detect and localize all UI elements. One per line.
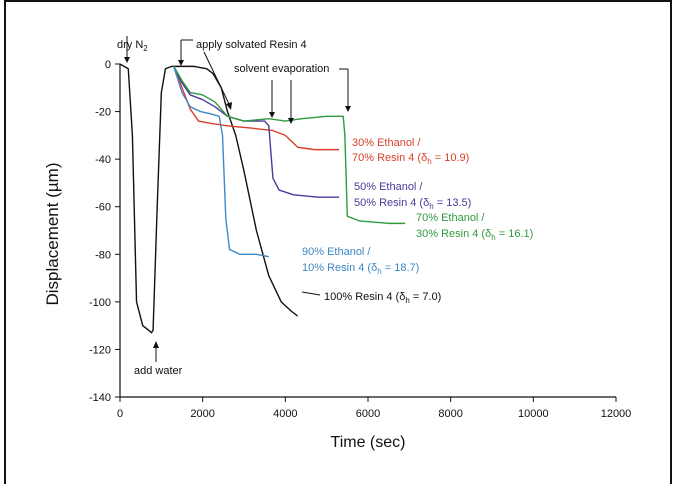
x-tick-label: 10000 xyxy=(518,408,549,420)
svg-text:70% Resin 4 (δh = 10.9): 70% Resin 4 (δh = 10.9) xyxy=(352,152,469,166)
evap-arrowhead2-icon xyxy=(269,112,275,118)
dry-n2-arrowhead-icon xyxy=(124,57,130,63)
annotation-add-water: add water xyxy=(134,341,183,377)
series-label-70-line1: 70% Ethanol / xyxy=(416,212,485,224)
series-label-100-sub: h xyxy=(405,296,409,305)
add-water-arrowhead-icon xyxy=(153,341,159,348)
figure-frame: 0 2000 4000 6000 8000 10000 12000 0 -20 -40 -60 -80… xyxy=(4,0,672,484)
series-label-50-line2: 50% Resin 4 (δ xyxy=(354,197,429,209)
svg-text:50% Resin 4 (δh = 13.5): 50% Resin 4 (δh = 13.5) xyxy=(354,197,471,211)
annotation-dry-n2: dry N2 xyxy=(117,36,148,63)
y-tick-label: -100 xyxy=(89,297,111,309)
y-tick-label: -120 xyxy=(89,344,111,356)
annotation-apply-text: apply solvated Resin 4 xyxy=(196,39,307,51)
annotation-dry-n2-text: dry N xyxy=(117,39,143,51)
x-tick-label: 2000 xyxy=(190,408,214,420)
series-label-50-tail: = 13.5) xyxy=(434,197,472,209)
apply-arrow2-stem-icon xyxy=(203,51,231,107)
series-line-3 xyxy=(173,66,406,225)
x-tick-label: 8000 xyxy=(438,408,462,420)
y-tick-label: -20 xyxy=(95,107,111,119)
series-line-0 xyxy=(119,63,299,334)
series-label-90: 90% Ethanol / 10% Resin 4 (δh = 18.7) xyxy=(302,246,419,276)
series-label-70-tail: = 16.1) xyxy=(496,228,534,240)
annotation-apply-solvated: apply solvated Resin 4 xyxy=(178,39,307,110)
series-line-4 xyxy=(173,66,269,258)
x-tick-label: 0 xyxy=(117,408,123,420)
x-axis-label: Time (sec) xyxy=(331,434,406,451)
y-tick-label: 0 xyxy=(105,59,111,71)
annotation-add-water-text: add water xyxy=(134,365,183,377)
evap-arrowhead1-icon xyxy=(345,106,351,112)
series-line-2 xyxy=(173,66,340,198)
evap-arrowhead3-icon xyxy=(288,118,294,124)
svg-text:10% Resin 4 (δh = 18.7): 10% Resin 4 (δh = 18.7) xyxy=(302,262,419,276)
svg-text:dry N2: dry N2 xyxy=(117,39,148,53)
x-tick-label: 12000 xyxy=(601,408,632,420)
annotation-solvent-text: solvent evaporation xyxy=(234,63,329,75)
series-label-30-line1: 30% Ethanol / xyxy=(352,137,421,149)
y-tick-label: -140 xyxy=(89,392,111,404)
series-label-70: 70% Ethanol / 30% Resin 4 (δh = 16.1) xyxy=(416,212,533,242)
series-label-100-tail: = 7.0) xyxy=(410,291,442,303)
y-tick-label: -40 xyxy=(95,154,111,166)
annotation-dry-n2-sub: 2 xyxy=(143,44,148,53)
x-tick-label: 6000 xyxy=(356,408,380,420)
svg-text:100% Resin 4 (δh = 7.0): 100% Resin 4 (δh = 7.0) xyxy=(324,291,441,305)
series-label-30: 30% Ethanol / 70% Resin 4 (δh = 10.9) xyxy=(352,137,469,166)
annotation-solvent-evaporation: solvent evaporation xyxy=(234,63,351,124)
ticks: 0 2000 4000 6000 8000 10000 12000 0 -20 -40 -60 -80… xyxy=(89,59,631,420)
series-label-30-sub: h xyxy=(427,157,431,166)
series-label-90-sub: h xyxy=(377,267,381,276)
series-line-1 xyxy=(173,66,340,151)
apply-arrowhead-icon xyxy=(178,60,184,66)
y-tick-label: -60 xyxy=(95,202,111,214)
series-label-50-sub: h xyxy=(429,202,433,211)
series-label-90-line2: 10% Resin 4 (δ xyxy=(302,262,377,274)
series-label-70-line2: 30% Resin 4 (δ xyxy=(416,228,491,240)
series-label-30-line2: 70% Resin 4 (δ xyxy=(352,152,427,164)
y-tick-label: -80 xyxy=(95,249,111,261)
series-label-50: 50% Ethanol / 50% Resin 4 (δh = 13.5) xyxy=(354,181,471,211)
svg-text:30% Resin 4 (δh = 16.1): 30% Resin 4 (δh = 16.1) xyxy=(416,228,533,242)
series-group xyxy=(119,63,406,334)
series-label-100-leader xyxy=(301,291,321,296)
series-label-90-tail: = 18.7) xyxy=(382,262,420,274)
series-label-50-line1: 50% Ethanol / xyxy=(354,181,423,193)
apply-arrow2-head-icon xyxy=(226,102,232,110)
series-label-30-tail: = 10.9) xyxy=(432,152,470,164)
series-label-100: 100% Resin 4 (δh = 7.0) xyxy=(301,291,441,305)
x-tick-label: 4000 xyxy=(273,408,297,420)
series-label-100-line1: 100% Resin 4 (δ xyxy=(324,291,405,303)
chart: 0 2000 4000 6000 8000 10000 12000 0 -20 -40 -60 -80… xyxy=(43,36,631,451)
series-label-70-sub: h xyxy=(491,233,495,242)
series-label-90-line1: 90% Ethanol / xyxy=(302,246,371,258)
y-axis-label: Displacement (µm) xyxy=(43,163,62,306)
